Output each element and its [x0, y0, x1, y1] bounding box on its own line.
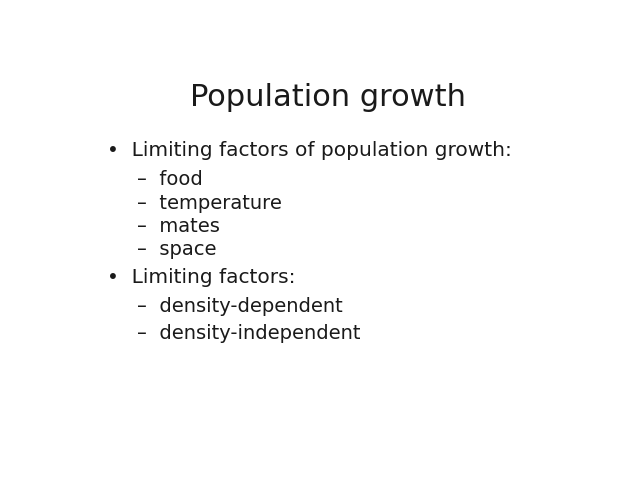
Text: •  Limiting factors of population growth:: • Limiting factors of population growth: — [108, 141, 512, 160]
Text: •  Limiting factors:: • Limiting factors: — [108, 268, 296, 287]
Text: –  temperature: – temperature — [137, 193, 282, 213]
Text: –  density-independent: – density-independent — [137, 324, 360, 343]
Text: Population growth: Population growth — [190, 84, 466, 112]
Text: –  space: – space — [137, 240, 216, 259]
Text: –  density-dependent: – density-dependent — [137, 297, 343, 316]
Text: –  mates: – mates — [137, 217, 220, 236]
Text: –  food: – food — [137, 170, 203, 189]
